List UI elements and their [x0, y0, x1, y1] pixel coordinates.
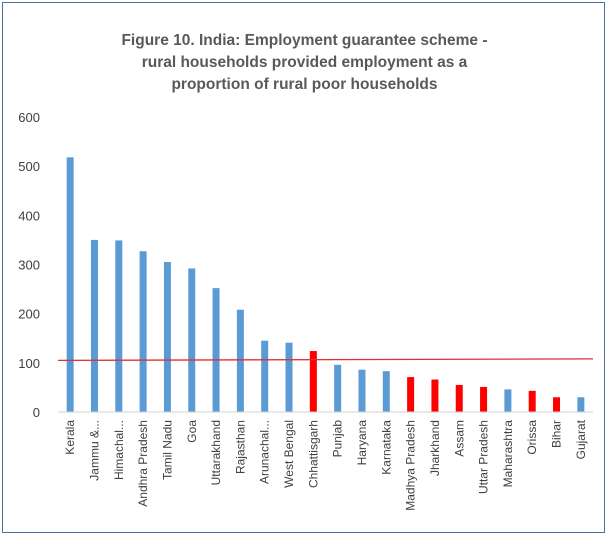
- x-tick-label: Haryana: [355, 420, 369, 466]
- y-tick-label: 300: [18, 258, 40, 273]
- y-tick-label: 100: [18, 356, 40, 371]
- x-tick-label: Orissa: [525, 420, 539, 455]
- y-tick-label: 200: [18, 307, 40, 322]
- bar: [407, 377, 415, 412]
- bar: [334, 364, 342, 412]
- x-tick-label: Maharashtra: [501, 420, 515, 488]
- bar: [358, 369, 366, 412]
- y-tick-label: 600: [18, 110, 40, 125]
- bar: [212, 288, 220, 412]
- x-tick-label: Goa: [185, 420, 199, 443]
- bar: [115, 240, 123, 412]
- x-tick-label: Karnataka: [379, 420, 393, 475]
- bar: [577, 397, 585, 412]
- bar: [431, 379, 439, 412]
- chart-title-line-2: rural households provided employment as …: [141, 54, 468, 71]
- x-tick-label: Kerala: [63, 420, 77, 455]
- y-tick-label: 500: [18, 159, 40, 174]
- bar: [455, 384, 463, 412]
- bar: [139, 251, 147, 412]
- bar: [285, 342, 293, 412]
- chart-title: Figure 10. India: Employment guarantee s…: [0, 30, 609, 96]
- reference-line: [57, 358, 594, 362]
- bar: [163, 262, 171, 412]
- bar: [528, 390, 536, 412]
- bar: [66, 157, 74, 412]
- bar: [188, 268, 196, 412]
- x-tick-label: Jammu &...: [87, 420, 101, 481]
- y-tick-label: 400: [18, 208, 40, 223]
- x-tick-label: Uttar Pradesh: [477, 420, 491, 494]
- bar: [504, 389, 512, 412]
- bar: [261, 340, 269, 412]
- x-tick-label: Jharkhand: [428, 420, 442, 476]
- chart-title-line-3: proportion of rural poor households: [171, 76, 438, 93]
- x-tick-label: Assam: [452, 420, 466, 457]
- bar: [382, 371, 390, 412]
- chart-frame: [2, 2, 605, 533]
- x-tick-label: Andhra Pradesh: [136, 420, 150, 507]
- bar: [309, 351, 317, 412]
- y-tick-label: 0: [33, 405, 40, 420]
- x-tick-label: Arunachal...: [258, 420, 272, 484]
- x-tick-label: West Bengal: [282, 420, 296, 488]
- chart-title-line-1: Figure 10. India: Employment guarantee s…: [121, 32, 488, 49]
- x-tick-label: Uttarakhand: [209, 420, 223, 485]
- bar: [480, 386, 488, 412]
- x-tick-label: Bihar: [550, 420, 564, 448]
- x-tick-label: Madhya Pradesh: [404, 420, 418, 511]
- x-tick-label: Chhattisgarh: [306, 420, 320, 488]
- x-tick-label: Punjab: [331, 420, 345, 458]
- bar: [553, 397, 561, 412]
- x-tick-label: Rajasthan: [233, 420, 247, 474]
- bar: [236, 309, 244, 412]
- x-tick-label: Gujarat: [574, 419, 588, 459]
- bar: [90, 239, 98, 412]
- x-tick-label: Himachal...: [112, 420, 126, 480]
- x-tick-label: Tamil Nadu: [160, 420, 174, 480]
